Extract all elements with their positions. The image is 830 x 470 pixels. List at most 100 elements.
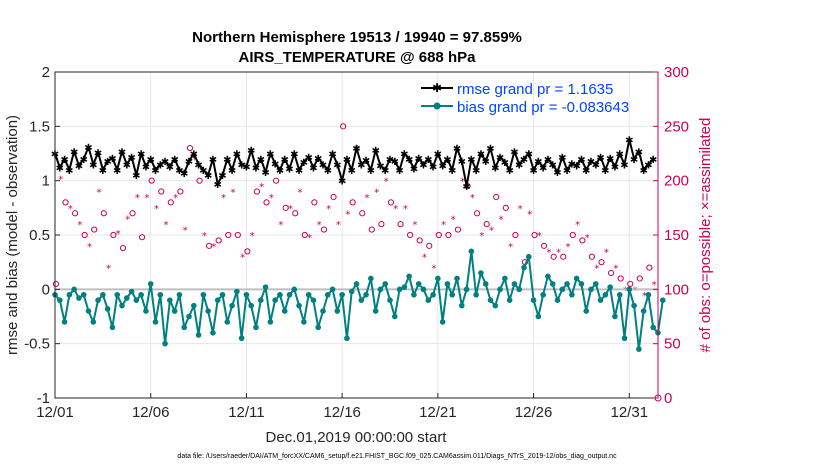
series-bias-point	[109, 324, 116, 331]
series-rmse-point: ✱	[348, 166, 356, 177]
series-rmse-point: ✱	[70, 147, 78, 158]
series-bias-point	[291, 286, 298, 293]
legend-bias-marker	[433, 102, 441, 110]
series-rmse-point: ✱	[606, 154, 614, 165]
series-bias-point	[516, 286, 523, 293]
series-bias-point	[243, 291, 250, 298]
x-ticks: 12/01 12/06 12/11 12/16 12/21 12/26 12/31	[36, 393, 648, 421]
y-tick-right-label: 50	[664, 336, 681, 353]
series-bias-point	[631, 302, 637, 309]
series-bias-point	[401, 284, 408, 290]
series-rmse-point: ✱	[319, 160, 327, 171]
series-bias-point	[564, 281, 570, 287]
series-bias-point	[454, 275, 460, 282]
obs-possible-point	[349, 199, 356, 206]
obs-assimilated-point: *	[345, 209, 350, 220]
obs-possible-point	[206, 242, 213, 249]
series-rmse-point: ✱	[386, 155, 394, 166]
series-rmse-point: ✱	[228, 166, 236, 177]
series-bias-point	[540, 291, 546, 298]
series-rmse-point: ✱	[80, 155, 88, 166]
obs-possible-point	[320, 226, 328, 233]
obs-assimilated-point: *	[604, 247, 609, 258]
series-bias-point	[348, 288, 355, 295]
series-rmse-point: ✱	[391, 157, 399, 168]
series-bias-point	[406, 273, 412, 280]
series-rmse-point: ✱	[635, 147, 643, 158]
series-rmse-point: ✱	[295, 166, 303, 177]
obs-possible-point	[627, 280, 634, 287]
y-tick-label: -1	[37, 390, 50, 407]
series-rmse-point: ✱	[276, 166, 284, 177]
series-rmse-point: ✱	[472, 166, 480, 177]
obs-possible-point	[91, 226, 98, 233]
obs-possible-point	[263, 199, 270, 206]
series-bias-point	[439, 319, 446, 325]
obs-possible-point	[550, 253, 557, 260]
series-bias-point	[162, 340, 168, 347]
obs-assimilated-point: *	[585, 233, 590, 244]
series-rmse-point: ✱	[309, 164, 317, 175]
legend-bias-label: bias grand pr = -0.083643	[457, 99, 629, 116]
series-bias-point	[492, 302, 499, 309]
series-rmse-point: ✱	[482, 157, 490, 168]
series-bias-point	[147, 281, 154, 287]
series-bias-point	[234, 288, 240, 295]
series-rmse-point: ✱	[515, 160, 523, 171]
obs-assimilated-point: *	[422, 253, 427, 264]
obs-possible-point	[598, 259, 605, 266]
y-tick-right-label: 250	[664, 118, 689, 135]
series-bias-point	[444, 281, 451, 287]
obs-assimilated-point: *	[652, 280, 657, 291]
y-tick-label: 2	[42, 64, 50, 81]
series-rmse-point: ✱	[443, 155, 451, 166]
y-tick-label: 1.5	[29, 118, 50, 135]
obs-assimilated-point: *	[460, 177, 465, 188]
obs-possible-point	[588, 253, 596, 260]
series-rmse-point: ✱	[458, 157, 466, 168]
obs-assimilated-point: *	[384, 177, 389, 188]
legend: ✱ rmse grand pr = 1.1635 bias grand pr =…	[421, 81, 629, 116]
obs-assimilated-point: *	[135, 193, 140, 204]
obs-assimilated-point: *	[365, 193, 370, 204]
series-bias-point	[511, 281, 518, 287]
series-rmse-point: ✱	[113, 166, 121, 177]
series-rmse-point: ✱	[324, 166, 332, 177]
series-rmse-point: ✱	[486, 144, 494, 155]
series-bias-point	[372, 308, 379, 314]
series-rmse-point: ✱	[242, 163, 250, 174]
series-bias-point	[607, 284, 613, 290]
series-rmse-point: ✱	[137, 150, 145, 161]
series-bias-point	[100, 291, 106, 298]
obs-assimilated-point: *	[68, 204, 73, 215]
series-bias-point	[616, 291, 623, 298]
series-bias-point	[391, 313, 398, 320]
obs-assimilated-point: *	[613, 264, 618, 275]
obs-assimilated-point: *	[87, 242, 92, 253]
series-bias-point	[76, 295, 82, 301]
series-rmse-point: ✱	[60, 155, 68, 166]
series-bias-point	[277, 291, 283, 298]
obs-assimilated-point: *	[451, 215, 456, 226]
series-rmse-point: ✱	[84, 143, 92, 154]
series-bias-point	[61, 319, 68, 325]
series-rmse-point: ✱	[405, 155, 413, 166]
series-rmse-point: ✱	[438, 161, 446, 172]
x-tick-label: 12/31	[611, 404, 649, 421]
obs-possible-point	[608, 269, 615, 277]
x-tick-label: 12/01	[36, 404, 74, 421]
series-bias-point	[612, 313, 618, 320]
series-rmse-point: ✱	[424, 155, 432, 166]
series-bias-point	[80, 291, 87, 298]
y-tick-right-label: 0	[664, 390, 672, 407]
obs-possible-point	[483, 221, 490, 228]
series-rmse-point: ✱	[529, 166, 537, 177]
y-tick-label: 0.5	[29, 227, 50, 244]
series-rmse-point: ✱	[505, 166, 513, 177]
series-bias-point	[430, 291, 436, 298]
obs-assimilated-point: *	[537, 231, 542, 242]
obs-possible-point	[129, 210, 136, 217]
series-bias-point	[181, 324, 188, 331]
obs-possible-point	[340, 123, 347, 130]
